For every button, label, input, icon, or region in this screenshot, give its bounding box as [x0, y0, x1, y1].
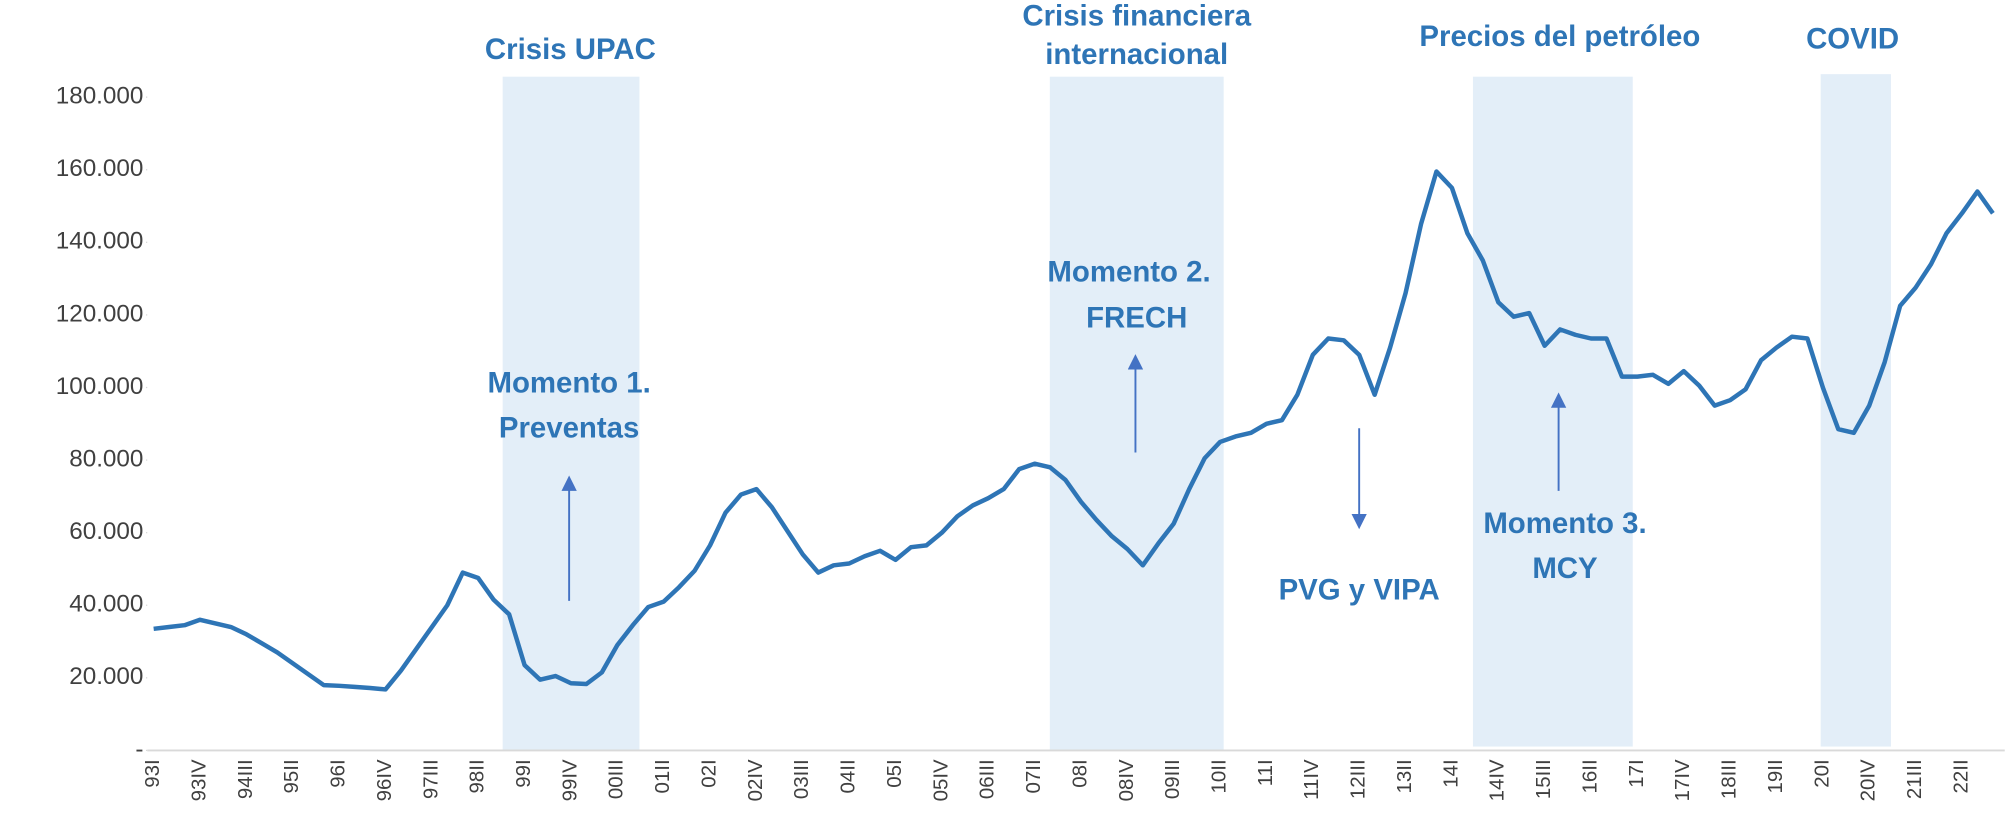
x-tick-label: 17I [1625, 759, 1648, 787]
x-tick-label: 02I [697, 759, 720, 787]
x-tick-label: 10II [1207, 759, 1230, 793]
period-shade [502, 76, 640, 751]
y-tick-label: 60.000 [69, 518, 143, 545]
annotation: Momento 3. [1483, 507, 1646, 540]
y-tick-label: 20.000 [69, 663, 143, 690]
x-tick-label: 17IV [1671, 759, 1694, 801]
x-tick-label: 03III [790, 759, 813, 799]
data-line [153, 169, 1995, 692]
x-tick-label: 11I [1254, 759, 1277, 786]
y-tick-label: - [135, 736, 143, 763]
annotation: FRECH [1086, 301, 1187, 334]
annotation: internacional [1045, 38, 1228, 71]
x-tick-label: 01II [651, 759, 674, 793]
y-tick-label: 80.000 [69, 445, 143, 472]
x-tick-label: 14IV [1486, 759, 1509, 801]
x-tick-label: 00III [605, 759, 628, 799]
y-tick-label: 100.000 [56, 373, 144, 400]
annotation: Precios del petróleo [1419, 20, 1700, 53]
x-tick-label: 93I [141, 759, 164, 787]
x-tick-label: 13II [1393, 759, 1416, 793]
x-tick-label: 07II [1022, 759, 1045, 793]
x-tick-label: 14I [1439, 759, 1462, 787]
x-tick-label: 11IV [1300, 759, 1323, 800]
x-tick-label: 97III [419, 759, 442, 799]
x-tick-label: 16II [1578, 759, 1601, 793]
x-tick-label: 99I [512, 759, 535, 787]
y-tick-label: 40.000 [69, 591, 143, 618]
x-tick-label: 20IV [1857, 759, 1880, 801]
x-tick-label: 22II [1949, 759, 1972, 793]
annotation: Crisis financiera [1022, 0, 1251, 33]
period-shade [1049, 76, 1224, 751]
annotation: COVID [1806, 23, 1899, 56]
x-tick-label: 09III [1161, 759, 1184, 799]
annotation: MCY [1532, 552, 1598, 585]
y-tick-label: 140.000 [56, 228, 144, 255]
x-tick-label: 98II [466, 759, 489, 793]
y-tick-label: 180.000 [56, 83, 144, 110]
annotation: Crisis UPAC [485, 33, 656, 66]
x-tick-label: 06III [976, 759, 999, 799]
annotation: PVG y VIPA [1279, 574, 1440, 607]
annotation: Preventas [499, 411, 640, 444]
x-tick-label: 05IV [929, 759, 952, 801]
x-tick-label: 18III [1718, 759, 1741, 799]
x-tick-label: 02IV [744, 759, 767, 801]
annotation: Momento 2. [1047, 255, 1210, 288]
x-tick-label: 12III [1347, 759, 1370, 799]
x-tick-label: 99IV [558, 759, 581, 801]
x-tick-label: 93IV [187, 759, 210, 801]
x-tick-label: 15III [1532, 759, 1555, 799]
x-tick-label: 04II [837, 759, 860, 793]
x-tick-label: 19II [1764, 759, 1787, 793]
x-tick-label: 94III [234, 759, 257, 799]
x-tick-label: 08I [1068, 759, 1091, 787]
x-tick-label: 05I [883, 759, 906, 787]
x-tick-label: 08IV [1115, 759, 1138, 801]
x-tick-label: 95II [280, 759, 303, 793]
x-tick-label: 96IV [373, 759, 396, 801]
x-tick-label: 96I [327, 759, 350, 787]
x-tick-label: 20I [1810, 759, 1833, 787]
annotation: Momento 1. [487, 367, 650, 400]
y-tick-label: 120.000 [56, 300, 144, 327]
x-tick-label: 21III [1903, 759, 1926, 799]
period-shade [1472, 76, 1633, 747]
y-tick-label: 160.000 [56, 155, 144, 182]
